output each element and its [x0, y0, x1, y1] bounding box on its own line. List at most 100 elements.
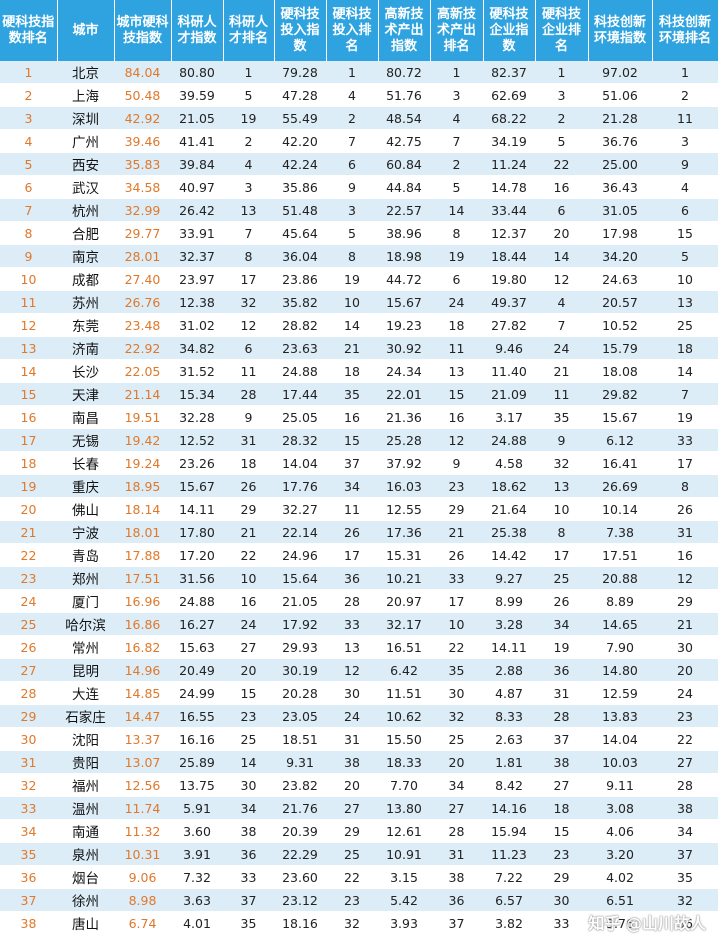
table-cell: 6	[430, 267, 483, 291]
table-cell: 18.51	[274, 727, 326, 751]
table-cell: 17.51	[588, 543, 652, 567]
table-cell: 30	[430, 681, 483, 705]
table-cell: 23.60	[274, 865, 326, 889]
table-cell: 33	[0, 796, 57, 820]
table-cell: 17	[535, 543, 588, 567]
table-cell: 24	[326, 704, 378, 728]
table-cell: 8.33	[483, 704, 535, 728]
table-cell: 6	[0, 175, 57, 199]
table-cell: 21	[430, 520, 483, 544]
table-cell: 84.04	[114, 61, 171, 84]
table-cell: 11	[326, 497, 378, 521]
table-cell: 33	[430, 566, 483, 590]
table-cell: 南通	[57, 819, 114, 843]
table-cell: 沈阳	[57, 727, 114, 751]
table-cell: 8.42	[483, 773, 535, 797]
table-row: 18 长春 19.24 23.26 18 14.04 37 37.92 9 4.58 32 16.41…	[0, 451, 718, 475]
table-cell: 11	[535, 382, 588, 406]
table-row: 36 烟台 9.06 7.32 33 23.60 22 3.15 38 7.22 29 4.02 35	[0, 865, 718, 889]
table-cell: 17	[652, 451, 718, 475]
table-cell: 10	[652, 267, 718, 291]
table-cell: 广州	[57, 129, 114, 153]
table-cell: 27.82	[483, 313, 535, 337]
table-cell: 62.69	[483, 83, 535, 107]
table-cell: 28	[652, 773, 718, 797]
table-cell: 24	[223, 612, 274, 636]
table-cell: 11.23	[483, 842, 535, 866]
table-cell: 7.38	[588, 520, 652, 544]
table-cell: 24.63	[588, 267, 652, 291]
table-cell: 3.15	[378, 865, 430, 889]
table-cell: 徐州	[57, 888, 114, 912]
table-cell: 北京	[57, 61, 114, 84]
column-header: 城市	[57, 0, 115, 61]
table-cell: 19	[652, 405, 718, 429]
table-cell: 25	[326, 842, 378, 866]
table-cell: 杭州	[57, 198, 114, 222]
table-cell: 19	[326, 267, 378, 291]
table-cell: 青岛	[57, 543, 114, 567]
table-cell: 12.55	[378, 497, 430, 521]
table-cell: 7	[535, 313, 588, 337]
table-cell: 13	[430, 359, 483, 383]
table-cell: 31	[535, 681, 588, 705]
table-cell: 14	[0, 359, 57, 383]
table-cell: 11.40	[483, 359, 535, 383]
table-cell: 24.96	[274, 543, 326, 567]
table-cell: 9.31	[274, 750, 326, 774]
table-cell: 15.50	[378, 727, 430, 751]
table-cell: 25	[0, 612, 57, 636]
table-cell: 30	[535, 888, 588, 912]
table-row: 4 广州 39.46 41.41 2 42.20 7 42.75 7 34.19 5 36.76 3	[0, 129, 718, 153]
table-cell: 26	[535, 589, 588, 613]
table-cell: 21.05	[171, 106, 223, 130]
table-cell: 上海	[57, 83, 114, 107]
table-cell: 南京	[57, 244, 114, 268]
table-cell: 21	[326, 336, 378, 360]
table-cell: 31.52	[171, 359, 223, 383]
table-cell: 郑州	[57, 566, 114, 590]
table-cell: 23.48	[114, 313, 171, 337]
table-cell: 22	[430, 635, 483, 659]
table-cell: 14.04	[274, 451, 326, 475]
table-cell: 8	[652, 474, 718, 498]
table-cell: 2	[535, 106, 588, 130]
table-cell: 14.85	[114, 681, 171, 705]
table-cell: 19.42	[114, 428, 171, 452]
table-cell: 9	[326, 175, 378, 199]
table-cell: 24	[652, 681, 718, 705]
table-cell: 成都	[57, 267, 114, 291]
table-cell: 17.80	[171, 520, 223, 544]
table-cell: 昆明	[57, 658, 114, 682]
table-cell: 32	[0, 773, 57, 797]
table-row: 30 沈阳 13.37 16.16 25 18.51 31 15.50 25 2.63 37 14.0…	[0, 727, 718, 751]
table-row: 28 大连 14.85 24.99 15 20.28 30 11.51 30 4.87 31 12.5…	[0, 681, 718, 705]
table-cell: 32.17	[378, 612, 430, 636]
table-cell: 7.22	[483, 865, 535, 889]
table-row: 13 济南 22.92 34.82 6 23.63 21 30.92 11 9.46 24 15.79…	[0, 336, 718, 360]
table-cell: 深圳	[57, 106, 114, 130]
table-cell: 8	[0, 221, 57, 245]
table-cell: 28.01	[114, 244, 171, 268]
table-cell: 19	[430, 244, 483, 268]
table-cell: 38	[0, 911, 57, 935]
table-cell: 16	[430, 405, 483, 429]
table-cell: 13.80	[378, 796, 430, 820]
table-cell: 38	[223, 819, 274, 843]
table-cell: 4.01	[171, 911, 223, 935]
table-cell: 20	[652, 658, 718, 682]
table-cell: 23	[326, 888, 378, 912]
table-cell: 38	[430, 865, 483, 889]
table-cell: 22	[652, 727, 718, 751]
table-row: 7 杭州 32.99 26.42 13 51.48 3 22.57 14 33.44 6 31.05 6	[0, 198, 718, 222]
table-cell: 20	[326, 773, 378, 797]
table-cell: 42.92	[114, 106, 171, 130]
table-cell: 东莞	[57, 313, 114, 337]
table-cell: 5.42	[378, 888, 430, 912]
table-cell: 7	[0, 198, 57, 222]
table-cell: 32	[430, 704, 483, 728]
table-cell: 14	[326, 313, 378, 337]
header-row: 硬科技指数排名 城市 城市硬科技指数 科研人才指数 科研人才排名 硬科技投入指数 硬科技投入…	[0, 0, 718, 61]
table-cell: 34	[0, 819, 57, 843]
table-cell: 4.87	[483, 681, 535, 705]
